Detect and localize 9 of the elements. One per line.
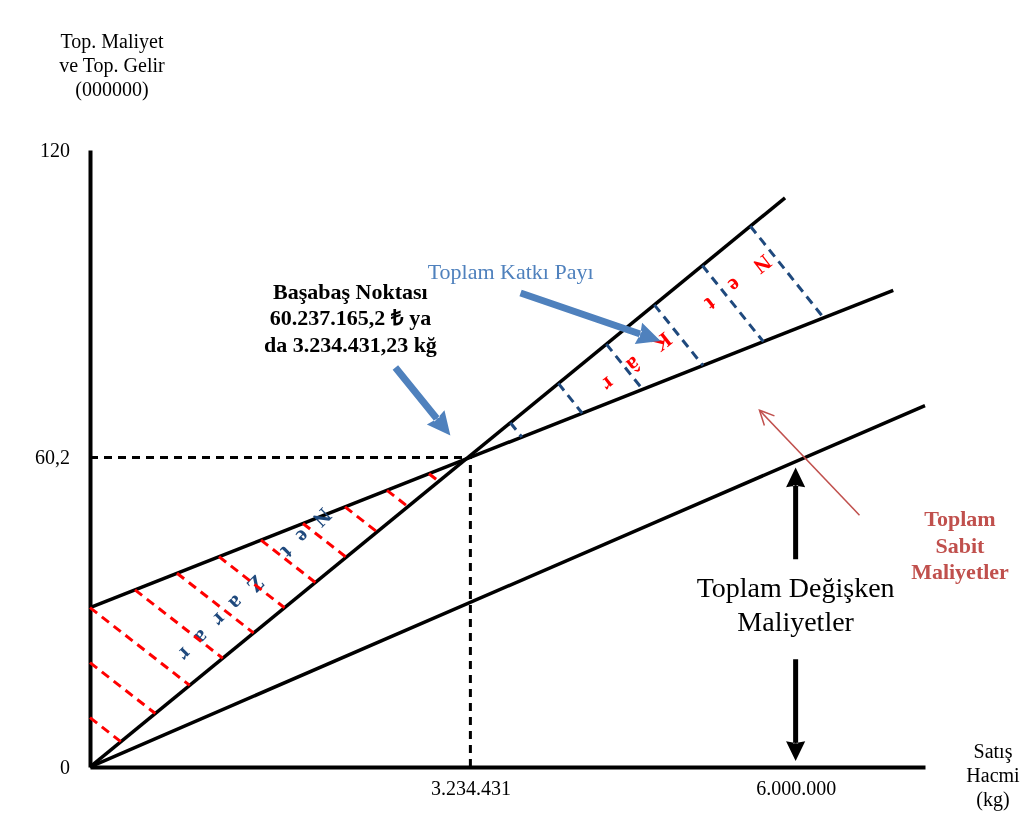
y-tick-label: 120: [40, 138, 70, 161]
y-tick-label: 0: [60, 755, 70, 778]
x-axis-title: Satış Hacmi (kg): [966, 740, 1021, 811]
y-tick-label: 60,2: [35, 446, 70, 469]
y-axis-title: Top. Maliyet ve Top. Gelir (000000): [59, 30, 166, 101]
annotation: Toplam Sabit Maliyetler: [911, 506, 1010, 585]
x-tick-label: 3.234.431: [430, 777, 511, 800]
annotation: Toplam Değişken Maliyetler: [696, 572, 895, 637]
x-tick-label: 6.000.000: [756, 777, 837, 800]
